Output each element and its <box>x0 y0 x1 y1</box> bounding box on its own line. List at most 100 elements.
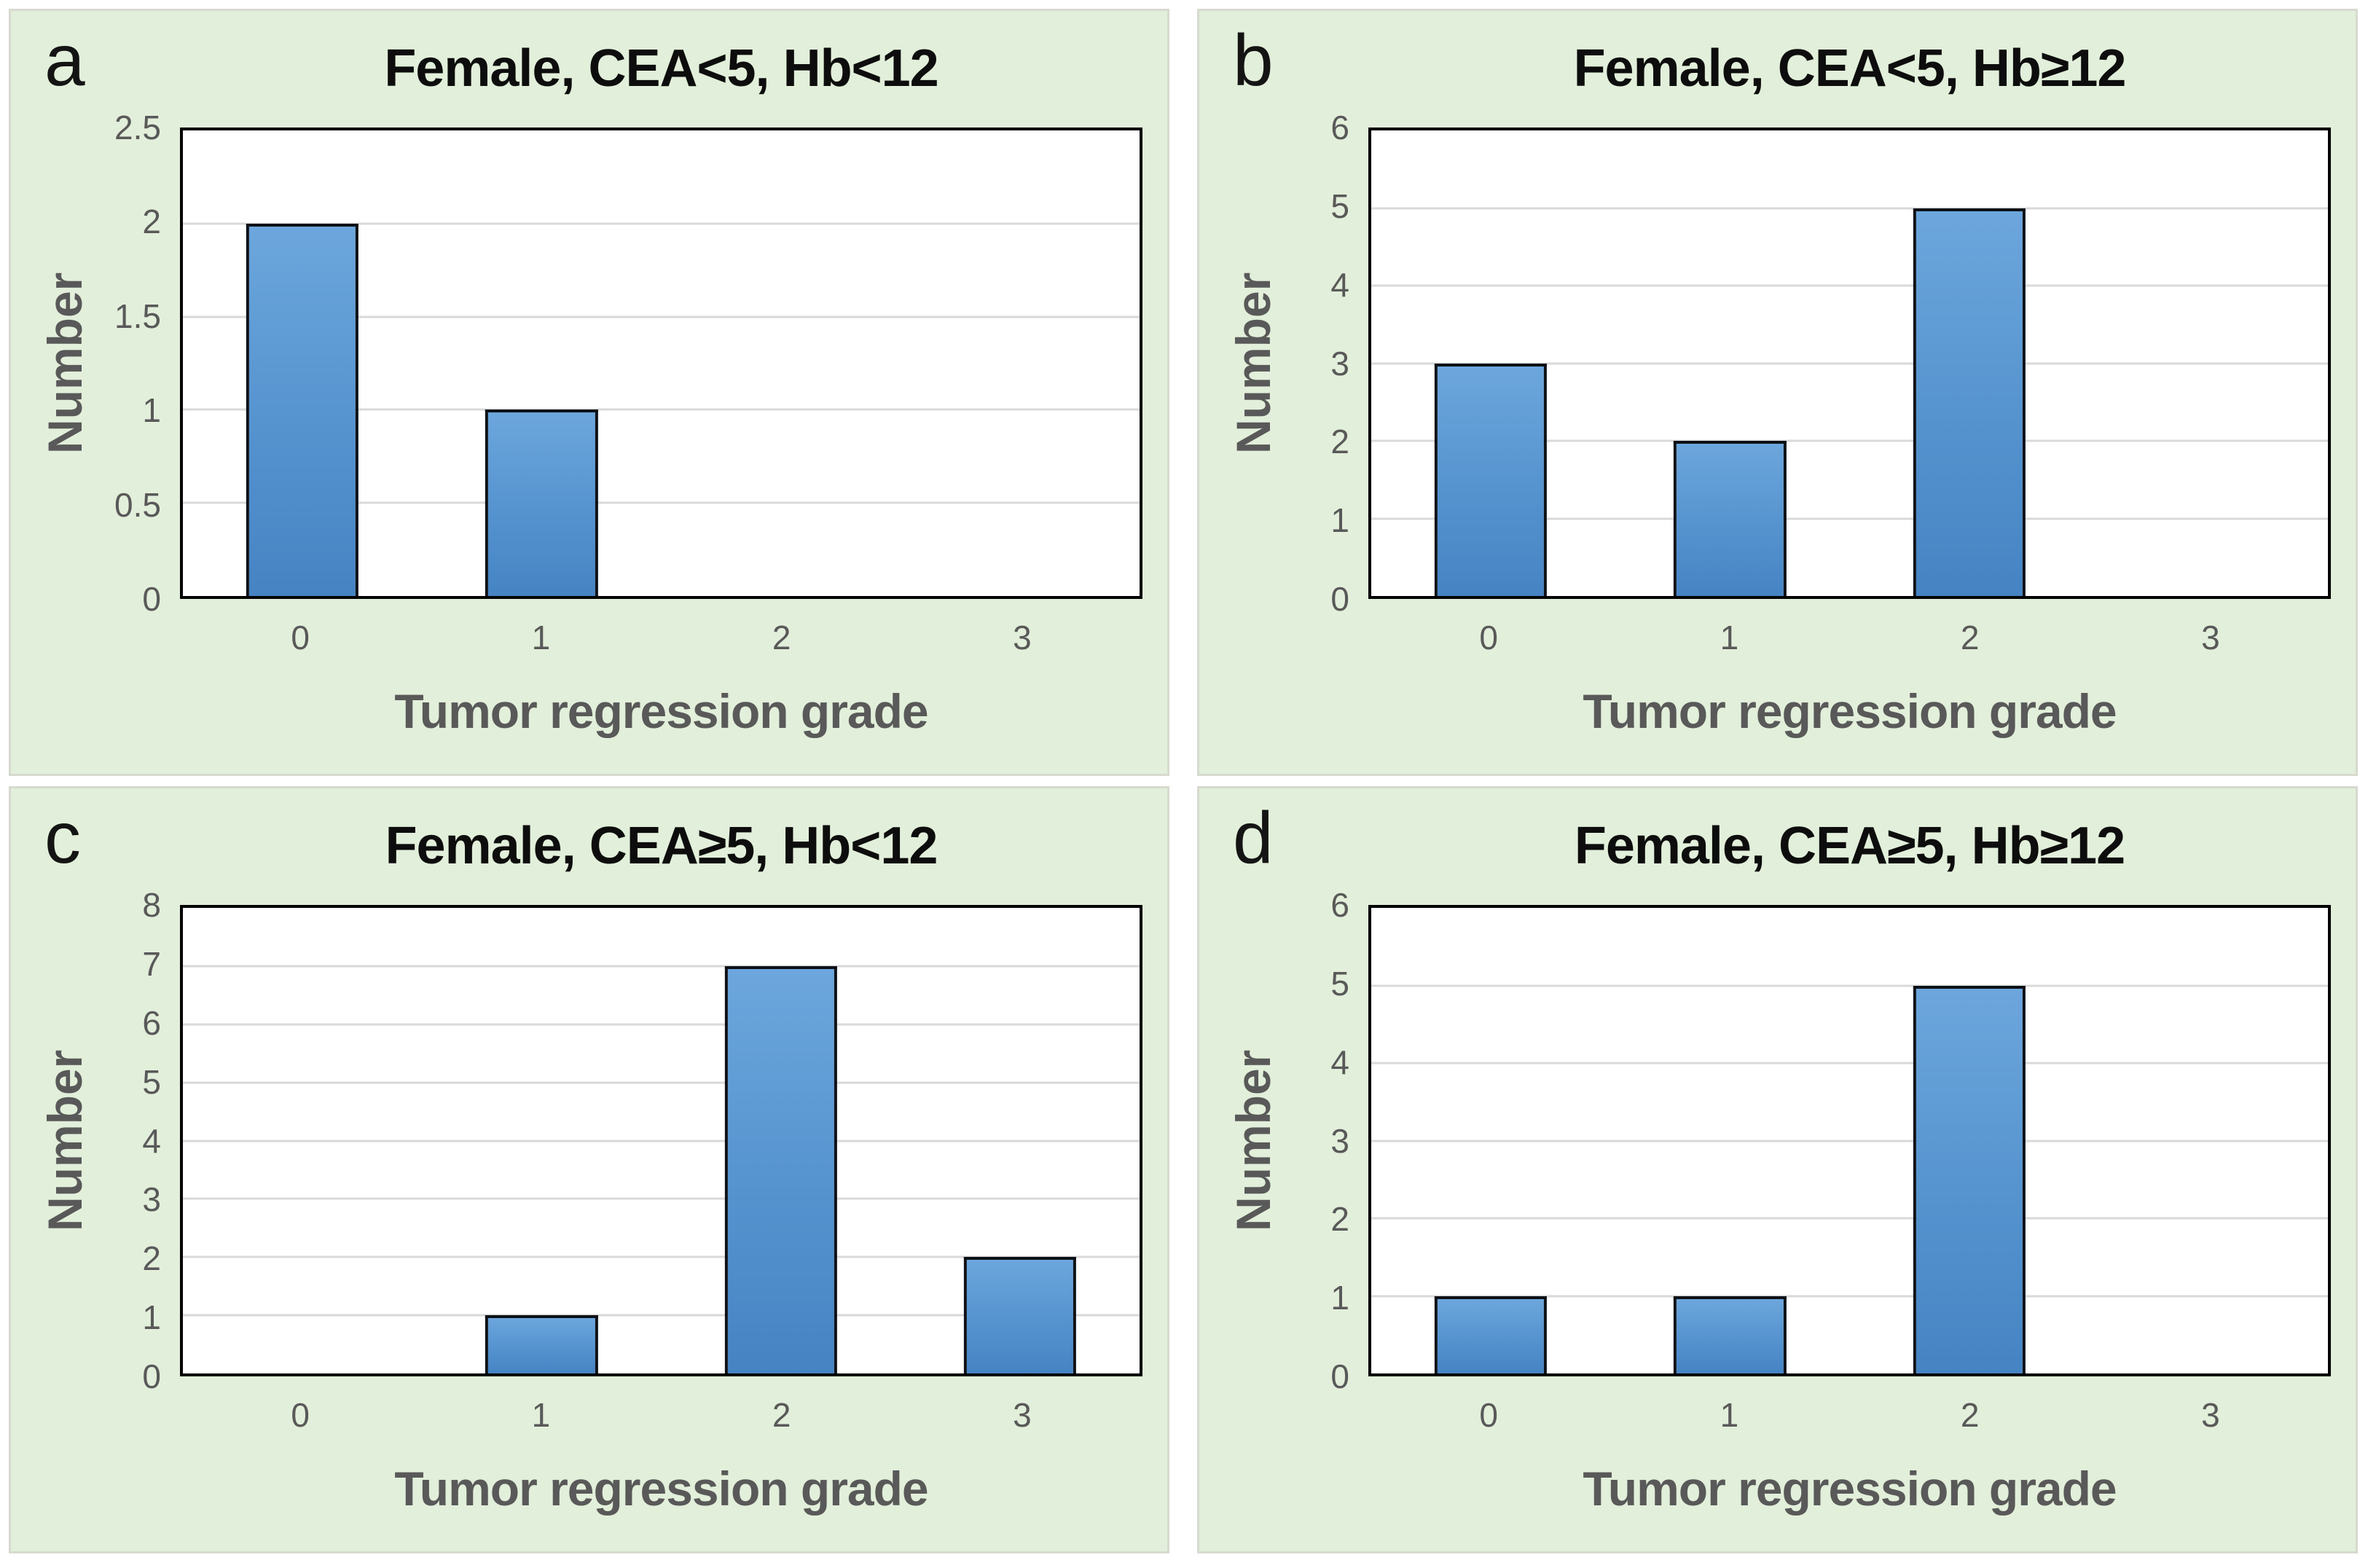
bar-grade-2 <box>724 965 837 1373</box>
gridline <box>183 1081 1140 1084</box>
chart-title: Female, CEA<5, Hb<12 <box>384 39 938 98</box>
y-tick-label: 6 <box>142 1003 161 1042</box>
gridline <box>183 1255 1140 1258</box>
y-tick-label: 3 <box>142 1180 161 1219</box>
x-axis-ticks: 0 1 2 3 <box>180 599 1142 673</box>
plot-area <box>1368 128 2331 599</box>
bar-grade-2 <box>1913 208 2026 596</box>
gridline <box>1371 439 2328 442</box>
y-tick-label: 1.5 <box>114 297 161 335</box>
gridline <box>1371 1295 2328 1297</box>
gridline <box>1371 1062 2328 1065</box>
y-tick-label: 4 <box>1330 265 1349 304</box>
bar-grade-1 <box>1674 441 1787 596</box>
x-axis-title: Tumor regression grade <box>1583 684 2117 738</box>
plot-area <box>1368 905 2331 1376</box>
x-tick-label: 1 <box>531 619 551 656</box>
y-tick-label: 2 <box>142 1239 161 1278</box>
bar-grade-0 <box>1434 1295 1548 1373</box>
panel-letter: b <box>1233 20 1274 101</box>
gridline <box>1371 207 2328 209</box>
bar-grade-1 <box>485 409 598 596</box>
x-axis-ticks: 0 1 2 3 <box>1368 599 2331 673</box>
bar-grade-0 <box>1434 363 1548 596</box>
x-tick-label: 2 <box>772 619 791 656</box>
y-tick-label: 0 <box>1330 580 1349 618</box>
y-tick-label: 0 <box>1330 1357 1349 1395</box>
x-axis-title: Tumor regression grade <box>1583 1462 2117 1516</box>
gridline <box>183 1197 1140 1200</box>
gridline <box>1371 517 2328 520</box>
y-tick-label: 1 <box>142 1298 161 1337</box>
y-tick-label: 2.5 <box>114 109 161 146</box>
y-tick-label: 0 <box>142 580 161 618</box>
gridline <box>183 965 1140 968</box>
panel-letter: a <box>44 20 85 101</box>
bar-grade-1 <box>1674 1295 1787 1373</box>
y-tick-label: 3 <box>1330 344 1349 383</box>
y-tick-label: 2 <box>142 203 161 241</box>
x-tick-label: 1 <box>1720 619 1739 656</box>
y-axis-ticks: 0 1 2 3 4 5 6 <box>1287 888 1368 1393</box>
x-tick-label: 2 <box>1960 1396 1980 1434</box>
y-tick-label: 4 <box>1330 1043 1349 1081</box>
y-axis-title: Number <box>1226 1049 1280 1232</box>
y-tick-label: 7 <box>142 944 161 983</box>
gridline <box>183 1023 1140 1026</box>
gridline <box>183 408 1140 411</box>
y-axis-title: Number <box>38 272 92 455</box>
panel-letter: d <box>1233 797 1274 879</box>
gridline <box>183 222 1140 225</box>
chart-title: Female, CEA≥5, Hb<12 <box>385 817 938 875</box>
x-tick-label: 3 <box>2201 619 2220 656</box>
y-tick-label: 0.5 <box>114 485 161 524</box>
y-tick-label: 0 <box>142 1357 161 1395</box>
y-tick-label: 5 <box>1330 187 1349 225</box>
plot-area <box>180 905 1142 1376</box>
bar-grade-0 <box>246 223 359 596</box>
y-axis-title: Number <box>1226 272 1280 455</box>
gridline <box>183 315 1140 318</box>
gridline <box>1371 284 2328 287</box>
x-tick-label: 2 <box>1960 619 1980 656</box>
gridline <box>1371 1217 2328 1220</box>
x-tick-label: 1 <box>531 1396 551 1434</box>
y-tick-label: 8 <box>142 886 161 924</box>
x-tick-label: 3 <box>2201 1396 2220 1434</box>
y-axis-ticks: 0 0.5 1 1.5 2 2.5 <box>98 111 180 616</box>
x-axis-title: Tumor regression grade <box>394 684 928 738</box>
x-tick-label: 0 <box>1479 1396 1498 1434</box>
y-tick-label: 1 <box>1330 1279 1349 1317</box>
x-axis-title: Tumor regression grade <box>394 1462 928 1516</box>
y-tick-label: 4 <box>142 1121 161 1160</box>
gridline <box>183 501 1140 504</box>
y-axis-ticks: 0 1 2 3 4 5 6 <box>1287 111 1368 616</box>
x-tick-label: 2 <box>772 1396 791 1434</box>
y-tick-label: 3 <box>1330 1121 1349 1160</box>
gridline <box>183 1314 1140 1317</box>
bar-grade-3 <box>963 1257 1077 1373</box>
y-tick-label: 1 <box>1330 501 1349 540</box>
gridline <box>1371 984 2328 987</box>
chart-title: Female, CEA<5, Hb≥12 <box>1573 39 2127 98</box>
x-axis-ticks: 0 1 2 3 <box>1368 1376 2331 1451</box>
x-tick-label: 3 <box>1013 619 1032 656</box>
gridline <box>1371 1140 2328 1142</box>
y-axis-title: Number <box>38 1049 92 1232</box>
y-tick-label: 2 <box>1330 423 1349 461</box>
y-tick-label: 1 <box>142 391 161 430</box>
y-tick-label: 5 <box>142 1062 161 1101</box>
bar-grade-1 <box>485 1315 598 1373</box>
x-tick-label: 0 <box>1479 619 1498 656</box>
bar-grade-2 <box>1913 985 2026 1373</box>
x-tick-label: 0 <box>291 1396 310 1434</box>
y-tick-label: 6 <box>1330 109 1349 146</box>
y-axis-ticks: 0 1 2 3 4 5 6 7 8 <box>98 888 180 1393</box>
gridline <box>1371 362 2328 364</box>
x-tick-label: 0 <box>291 619 310 656</box>
y-tick-label: 6 <box>1330 886 1349 924</box>
x-axis-ticks: 0 1 2 3 <box>180 1376 1142 1451</box>
chart-title: Female, CEA≥5, Hb≥12 <box>1574 817 2125 875</box>
chart-panel-d: d Female, CEA≥5, Hb≥12 Number 0 1 2 3 4 5 6 0 1… <box>1197 786 2358 1553</box>
